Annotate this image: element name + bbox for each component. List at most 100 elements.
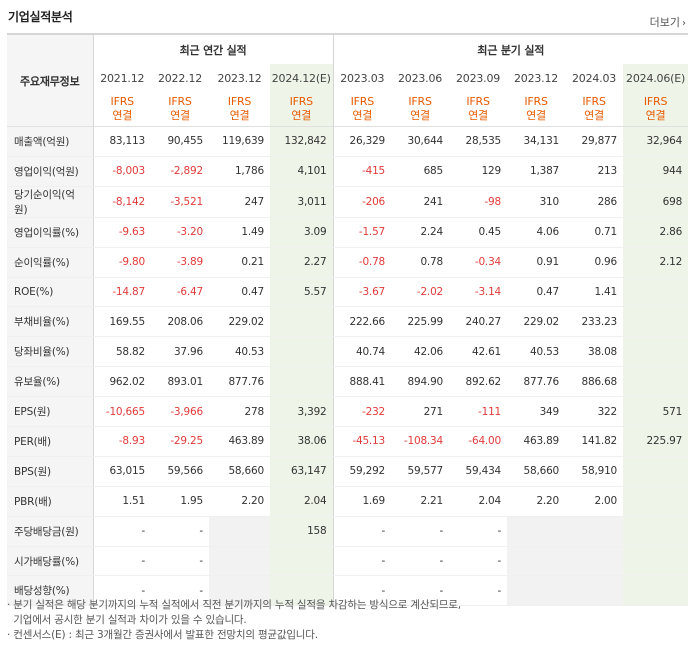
table-cell: 2.24 bbox=[391, 216, 450, 248]
ifrs-label: IFRS 연결 bbox=[507, 92, 566, 127]
table-cell bbox=[270, 306, 334, 338]
table-cell: 877.76 bbox=[209, 366, 270, 398]
row-label: PER(배) bbox=[7, 426, 93, 457]
table-cell: 42.61 bbox=[449, 336, 508, 368]
table-cell: 225.97 bbox=[623, 426, 689, 457]
table-cell: 119,639 bbox=[209, 126, 270, 157]
table-cell: 944 bbox=[623, 156, 689, 187]
table-cell: 2.00 bbox=[565, 486, 624, 517]
table-cell: 463.89 bbox=[209, 426, 270, 457]
ifrs-bottom: 연결 bbox=[170, 109, 190, 122]
table-cell: - bbox=[449, 515, 508, 547]
ifrs-bottom: 연결 bbox=[410, 109, 430, 122]
table-row: 영업이익률(%) -9.63 -3.20 1.49 3.09 -1.57 2.24 0.45 4… bbox=[7, 216, 689, 248]
period-header: 2023.12 bbox=[217, 71, 262, 85]
table-cell: -3.67 bbox=[332, 277, 392, 308]
table-cell bbox=[623, 366, 689, 398]
table-cell: 40.53 bbox=[209, 336, 270, 368]
row-label: BPS(원) bbox=[7, 456, 93, 487]
period-header: 2023.03 bbox=[332, 64, 392, 92]
ifrs-label: IFRS 연결 bbox=[92, 92, 151, 127]
ifrs-top: IFRS bbox=[110, 95, 135, 108]
table-row: 순이익률(%) -9.80 -3.89 0.21 2.27 -0.78 0.78 -0.34 0… bbox=[7, 247, 689, 278]
ifrs-bottom: 연결 bbox=[584, 109, 604, 122]
table-cell: 962.02 bbox=[92, 366, 151, 398]
table-cell: 229.02 bbox=[507, 306, 566, 338]
table-cell bbox=[507, 575, 566, 607]
table-cell: 90,455 bbox=[151, 126, 209, 157]
table-cell: 58,910 bbox=[565, 456, 624, 487]
row-label: 배당성향(%) bbox=[7, 575, 93, 607]
ifrs-top: IFRS bbox=[227, 95, 252, 108]
table-cell: 310 bbox=[507, 186, 566, 218]
table-cell: - bbox=[92, 575, 151, 607]
row-label: 영업이익률(%) bbox=[7, 216, 93, 248]
table-cell: -415 bbox=[332, 156, 392, 187]
table-cell: 208.06 bbox=[151, 306, 209, 338]
financial-table: 주요재무정보 최근 연간 실적 최근 분기 실적 2021.12 2022.12 2… bbox=[7, 33, 689, 607]
table-cell: 0.45 bbox=[449, 216, 508, 248]
section-title: 기업실적분석 bbox=[8, 10, 73, 24]
table-cell: -2.02 bbox=[391, 277, 450, 308]
ifrs-label: IFRS 연결 bbox=[332, 92, 392, 127]
row-label: 매출액(억원) bbox=[7, 126, 93, 157]
table-cell: -3,521 bbox=[151, 186, 209, 218]
period-header: 2022.12 bbox=[157, 71, 203, 85]
ifrs-bottom: 연결 bbox=[229, 109, 250, 122]
table-cell: -8,142 bbox=[92, 186, 151, 218]
ifrs-bottom: 연결 bbox=[526, 109, 546, 122]
table-cell: 2.86 bbox=[623, 216, 689, 248]
table-cell: 32,964 bbox=[623, 126, 689, 157]
table-cell: 63,147 bbox=[270, 456, 334, 487]
table-cell: 322 bbox=[565, 396, 624, 428]
chevron-right-icon: › bbox=[682, 18, 686, 29]
table-cell: -2,892 bbox=[151, 156, 209, 187]
table-cell: 241 bbox=[391, 186, 450, 218]
table-cell: - bbox=[391, 515, 450, 547]
table-cell bbox=[623, 546, 689, 577]
row-label: PBR(배) bbox=[7, 486, 93, 517]
table-cell: 222.66 bbox=[332, 306, 392, 338]
table-cell: -206 bbox=[332, 186, 392, 218]
table-cell: 40.74 bbox=[332, 336, 392, 368]
period-header: 2023.06 bbox=[397, 71, 443, 85]
table-cell: 1.41 bbox=[565, 277, 624, 308]
table-cell: 3,011 bbox=[270, 186, 334, 218]
table-cell: 40.53 bbox=[507, 336, 566, 368]
table-cell: 37.96 bbox=[151, 336, 209, 368]
footnotes: · 분기 실적은 해당 분기까지의 누적 실적에서 직전 분기까지의 누적 실적… bbox=[7, 598, 688, 643]
footnote-2: 기업에서 공시한 분기 실적과 차이가 있을 수 있습니다. bbox=[7, 614, 247, 626]
ifrs-label: IFRS 연결 bbox=[151, 92, 209, 127]
table-cell: 59,292 bbox=[332, 456, 392, 487]
table-cell bbox=[209, 575, 270, 607]
table-cell: - bbox=[449, 575, 508, 607]
ifrs-label: IFRS 연결 bbox=[391, 92, 450, 127]
period-header: 2023.09 bbox=[455, 71, 501, 85]
table-row: 당기순이익(억원) -8,142 -3,521 247 3,011 -206 241 -98 3… bbox=[7, 186, 689, 218]
table-cell: -8,003 bbox=[92, 156, 151, 187]
more-label: 더보기 bbox=[649, 16, 680, 29]
table-cell: 0.78 bbox=[391, 247, 450, 278]
table-cell: 59,566 bbox=[151, 456, 209, 487]
ifrs-top: IFRS bbox=[289, 95, 314, 108]
table-cell: -9.80 bbox=[92, 247, 151, 278]
table-cell: 4.06 bbox=[507, 216, 566, 248]
table-cell: -10,665 bbox=[92, 396, 151, 428]
row-label: 순이익률(%) bbox=[7, 247, 93, 278]
table-cell: 169.55 bbox=[92, 306, 151, 338]
more-link[interactable]: 더보기 › bbox=[650, 14, 686, 30]
ifrs-bottom: 연결 bbox=[645, 109, 666, 122]
table-cell: - bbox=[332, 515, 392, 547]
table-cell: 1.69 bbox=[332, 486, 392, 517]
table-cell: 26,329 bbox=[332, 126, 392, 157]
table-cell bbox=[270, 546, 334, 577]
ifrs-top: IFRS bbox=[582, 95, 606, 108]
table-cell bbox=[623, 306, 689, 338]
table-cell: 1.51 bbox=[92, 486, 151, 517]
table-cell: -64.00 bbox=[449, 426, 508, 457]
table-cell: -0.78 bbox=[332, 247, 392, 278]
ifrs-top: IFRS bbox=[168, 95, 192, 108]
table-cell: 893.01 bbox=[151, 366, 209, 398]
table-cell: - bbox=[151, 575, 209, 607]
table-cell: -98 bbox=[449, 186, 508, 218]
